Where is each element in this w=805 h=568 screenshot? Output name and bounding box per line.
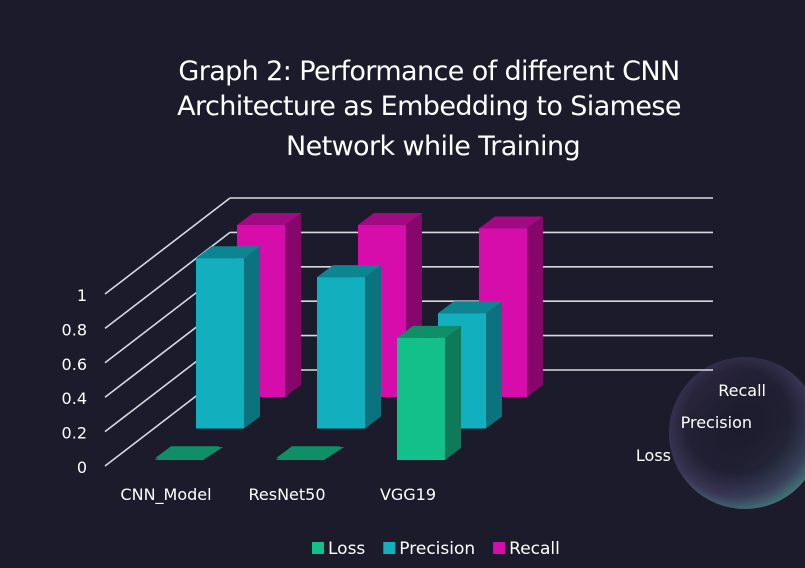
chart-title-line-1: Graph 2: Performance of different CNN: [178, 56, 679, 87]
legend-item-loss: Loss: [312, 539, 365, 559]
bar-flat: [155, 447, 224, 460]
bar-top: [479, 216, 543, 229]
gridline-side: [104, 197, 231, 295]
bar-side: [486, 301, 502, 429]
y-tick-label: 0.8: [62, 320, 87, 339]
chart-title-line-3: Network while Training: [286, 131, 580, 162]
bar-precision-resnet50: [317, 265, 381, 429]
x-tick-label: VGG19: [380, 485, 436, 504]
bar-loss-cnn_model: [155, 446, 224, 460]
bar-top: [397, 325, 461, 338]
bar-top: [196, 246, 260, 259]
x-tick-label: ResNet50: [248, 485, 325, 504]
bar-front: [317, 277, 365, 429]
bars: [155, 213, 543, 460]
depth-axis-label: Recall: [718, 381, 766, 400]
bar-precision-cnn_model: [196, 246, 260, 429]
y-tick-label: 0.4: [62, 389, 87, 408]
depth-axis-label: Precision: [681, 413, 752, 432]
y-axis-ticks: 0 0.2 0.4 0.6 0.8 1: [62, 286, 87, 477]
legend-label: Precision: [399, 539, 475, 559]
chart-title: Graph 2: Performance of different CNN Ar…: [177, 56, 689, 162]
bar-top: [358, 213, 422, 225]
depth-axis-label: Loss: [636, 446, 671, 465]
bar-side: [244, 246, 260, 429]
bar-top: [237, 213, 301, 225]
legend-swatch: [312, 542, 324, 554]
bar-top: [438, 301, 502, 314]
bar-side: [285, 213, 301, 397]
bar-front: [196, 258, 244, 429]
bar-front: [397, 337, 445, 460]
depth-axis-labels: Loss Precision Recall: [636, 381, 766, 465]
bar-flat: [276, 447, 345, 460]
legend-swatch: [383, 542, 396, 554]
bar-loss-resnet50: [276, 446, 345, 460]
bar-side: [527, 216, 543, 397]
bar-side: [445, 325, 461, 460]
x-tick-label: CNN_Model: [120, 485, 211, 505]
y-tick-label: 1: [77, 286, 87, 305]
legend-label: Loss: [328, 539, 365, 559]
legend-swatch: [493, 542, 506, 554]
legend-label: Recall: [509, 539, 560, 559]
legend-item-recall: Recall: [493, 539, 560, 559]
y-tick-label: 0: [77, 458, 87, 477]
x-axis-labels: CNN_Model ResNet50 VGG19: [120, 485, 436, 505]
bar-loss-vgg19: [397, 325, 461, 460]
y-tick-label: 0.2: [62, 424, 87, 443]
chart-title-line-2: Architecture as Embedding to Siamese: [177, 91, 681, 122]
y-tick-label: 0.6: [62, 355, 87, 374]
legend-item-precision: Precision: [383, 539, 475, 559]
bar-side: [365, 265, 381, 429]
decorative-sphere: [669, 357, 805, 509]
bar-top: [317, 265, 381, 278]
legend: Loss Precision Recall: [312, 539, 560, 559]
